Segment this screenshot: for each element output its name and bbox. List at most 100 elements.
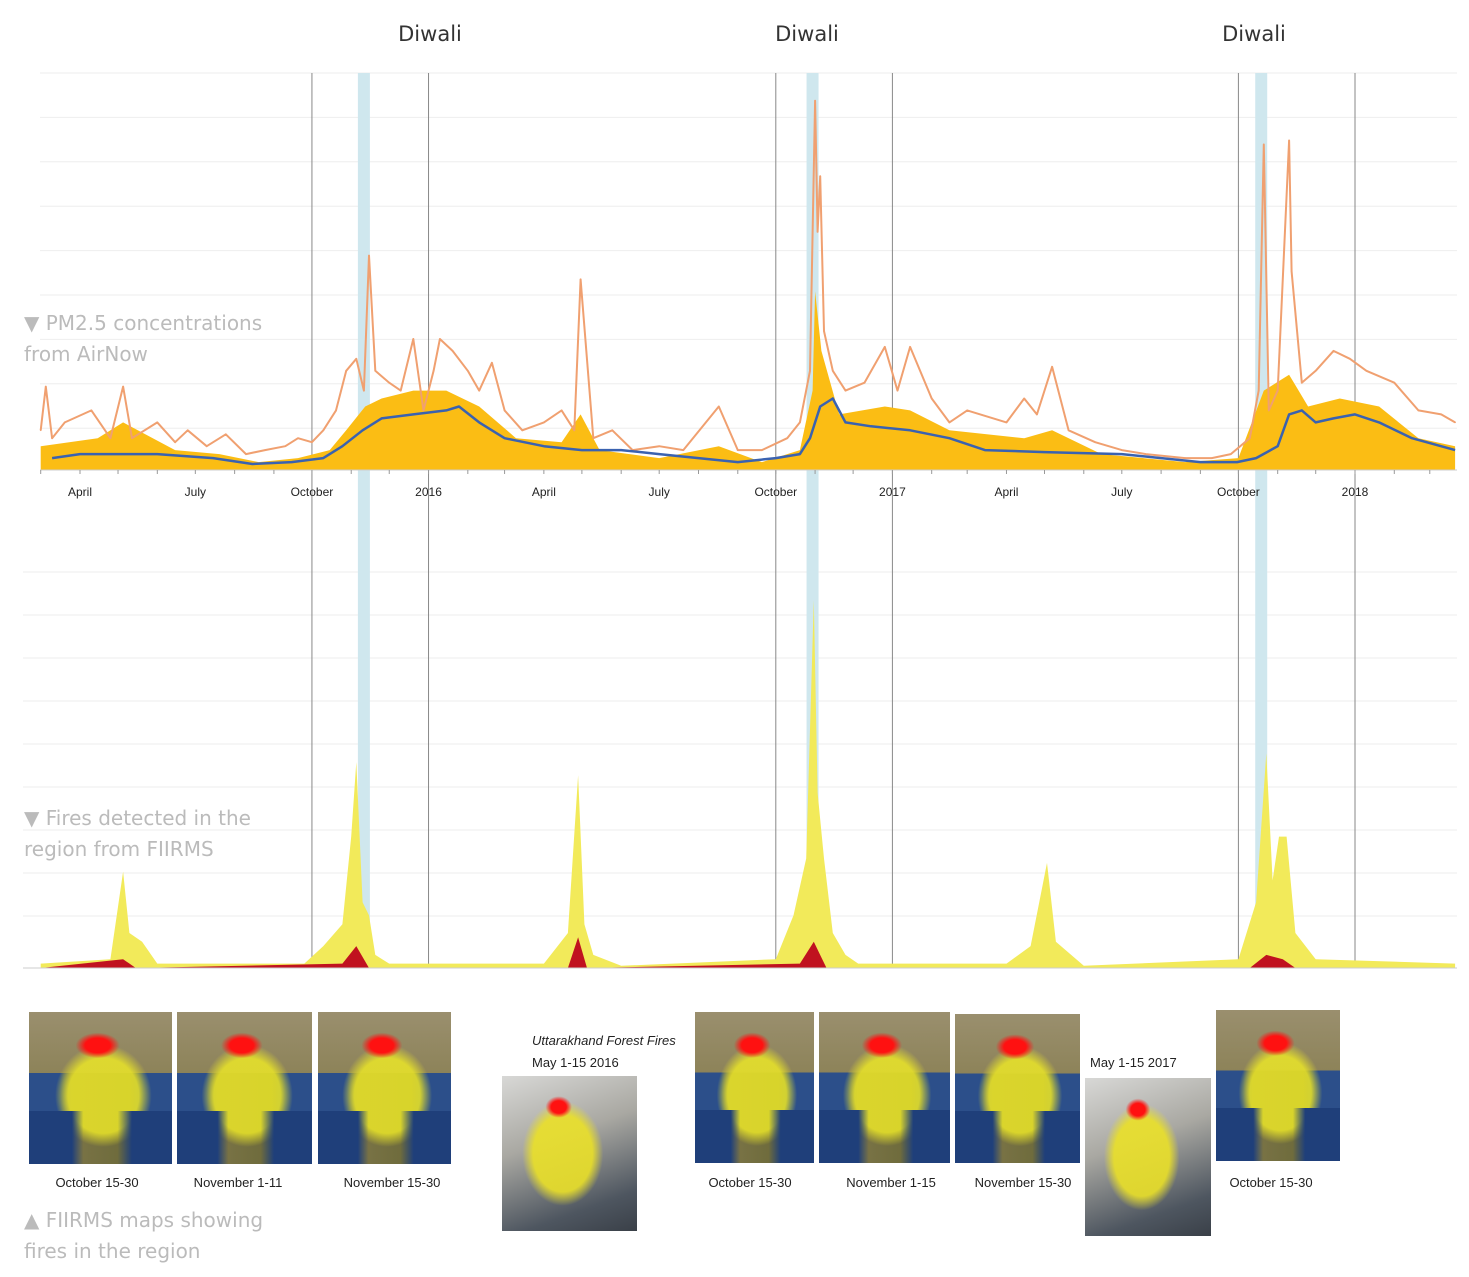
pm25-data-point [355,358,358,360]
pm25-data-point [439,338,441,340]
pm25-data-point [224,433,227,436]
pm25-data-point [814,99,816,102]
pm25-area-series [40,291,1456,470]
pm25-data-point [560,409,563,412]
pm25-data-point [186,429,189,432]
pm25-data-point [44,385,47,388]
pm25-and-fires-chart: April July October 2016 April July October 2017… [23,72,1457,969]
pm25-data-point [1349,358,1351,360]
pm25-data-point [966,409,968,412]
pm25-data-point [799,421,801,424]
pm25-data-point [1184,457,1186,459]
map-caption: November 15-30 [974,1175,1072,1190]
pm25-data-point [297,437,299,440]
pm25-data-point [39,429,42,432]
pm25-data-point [844,389,847,392]
map-subtitle: May 1-15 2017 [1090,1055,1177,1070]
maps-note: ▲ FIIRMS maps showing fires in the regio… [24,1208,264,1263]
pm25-data-point [90,409,93,412]
pm25-data-point [1393,381,1396,384]
pm25-data-point [311,441,313,444]
pm25-data-point [1036,413,1038,416]
pm25-data-point [521,429,524,432]
x-tick-label: October [291,485,334,499]
x-tick-label: July [185,485,206,499]
pm25-data-point [1262,143,1265,146]
pm25-data-point [374,369,377,372]
diwali-band [1255,73,1268,968]
pm25-data-point [823,330,825,332]
pm25-data-point [503,409,506,412]
pm25-data-point [543,421,545,424]
pm25-data-point [930,397,933,400]
pm25-data-point [1145,453,1147,455]
pm25-data-point [51,437,53,440]
pm25-data-point [682,449,685,451]
fire-map-oct-2016 [695,1012,814,1163]
pm25-data-point [736,449,739,451]
pm25-data-point [1440,413,1442,416]
map-title: Uttarakhand Forest Fires [532,1033,676,1048]
fire-map-may-2016 [502,1076,637,1231]
diwali-band [357,73,370,968]
pm25-data-point [491,362,493,364]
x-tick-label: April [68,485,92,499]
x-tick-label: July [649,485,670,499]
x-tick-label: July [1111,485,1132,499]
pm25-data-point [573,429,576,432]
pm25-data-point [761,449,763,451]
pm25-data-point [948,421,951,424]
pm25-data-point [388,381,391,384]
diwali-label-2016: Diwali [775,22,839,46]
pm25-data-point [174,441,176,444]
pm25-data-point [122,385,124,388]
pm25-data-point [1051,365,1053,368]
fire-map-oct-2015 [29,1012,172,1164]
fire-map-nov1-2015 [177,1012,312,1164]
pm25-data-point [1314,369,1317,372]
pm25-data-point [1288,139,1290,142]
x-tick-label: October [1217,485,1260,499]
pm25-data-point [1210,457,1213,459]
pm25-data-point [432,369,435,372]
pm25-data-point [399,389,402,392]
pm25-data-point [1005,421,1008,424]
pm25-data-point [264,449,266,451]
pm25-data-point [1332,350,1335,352]
pm25-data-point [1276,389,1279,392]
pm25-data-point [1365,369,1368,372]
fire-map-nov15-2016 [955,1014,1080,1163]
x-tick-label: 2018 [1342,485,1369,499]
pm25-data-point [451,350,454,352]
fire-map-nov1-2016 [819,1012,950,1163]
pm25-data-point [1417,409,1420,412]
pm25-data-point [467,369,469,372]
pm25-data-point [717,405,720,408]
x-tick-label: April [532,485,556,499]
pm25-data-point [1121,449,1123,451]
map-caption: November 1-15 [846,1175,936,1190]
pm25-smoothed-line [51,397,1456,466]
x-tick-label: 2016 [415,485,442,499]
pm25-data-point [1290,270,1293,273]
map-caption: November 15-30 [343,1175,441,1190]
pm25-data-point [1268,409,1270,412]
pm25-data-point [611,429,614,432]
pm25-data-point [345,369,347,372]
pm25-data-point [478,389,481,392]
pm25-data-point [1249,437,1251,440]
pm25-note: ▼ PM2.5 concentrations from AirNow [24,311,263,366]
x-tick-label: October [754,485,797,499]
pm25-data-point [1023,397,1026,400]
pm25-data-point [896,389,899,392]
pm25-data-point [832,369,834,372]
pm25-data-point [335,409,337,412]
pm25-data-point [1300,381,1303,384]
fire-map-nov15-2015 [318,1012,451,1164]
pm25-data-point [786,437,789,440]
pm25-data-point [1094,441,1096,444]
fire-map-may-2017 [1085,1078,1211,1236]
pm25-data-point [863,381,866,384]
pm25-data-point [1067,429,1070,432]
pm25-data-point [819,175,821,178]
